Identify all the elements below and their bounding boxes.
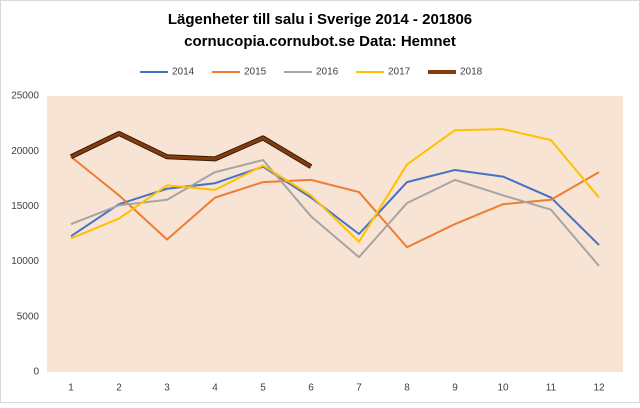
x-tick-label: 3: [164, 383, 170, 394]
y-tick-label: 25000: [11, 91, 39, 102]
legend-label: 2014: [172, 67, 195, 78]
y-tick-label: 10000: [11, 256, 39, 267]
series-line: [70, 132, 312, 168]
x-tick-label: 10: [497, 383, 509, 394]
x-tick-label: 7: [356, 383, 362, 394]
y-tick-label: 20000: [11, 146, 39, 157]
legend-label: 2017: [388, 67, 411, 78]
series-line: [70, 159, 600, 267]
x-tick-label: 8: [404, 383, 410, 394]
plot-area: [47, 96, 623, 372]
chart-title: Lägenheter till salu i Sverige 2014 - 20…: [168, 11, 472, 28]
chart-subtitle: cornucopia.cornubot.se Data: Hemnet: [184, 33, 456, 50]
x-tick-label: 2: [116, 383, 122, 394]
legend-label: 2016: [316, 67, 339, 78]
legend-label: 2015: [244, 67, 267, 78]
series-line: [70, 128, 600, 243]
x-tick-label: 4: [212, 383, 218, 394]
x-tick-label: 6: [308, 383, 314, 394]
x-tick-label: 5: [260, 383, 266, 394]
x-tick-label: 1: [68, 383, 74, 394]
x-tick-label: 12: [593, 383, 605, 394]
x-tick-label: 11: [546, 383, 557, 394]
x-tick-label: 9: [452, 383, 458, 394]
series-line: [70, 155, 600, 249]
y-tick-label: 0: [33, 367, 39, 378]
legend-label: 2018: [460, 67, 483, 78]
y-tick-label: 15000: [11, 201, 39, 212]
y-tick-label: 5000: [17, 311, 40, 322]
